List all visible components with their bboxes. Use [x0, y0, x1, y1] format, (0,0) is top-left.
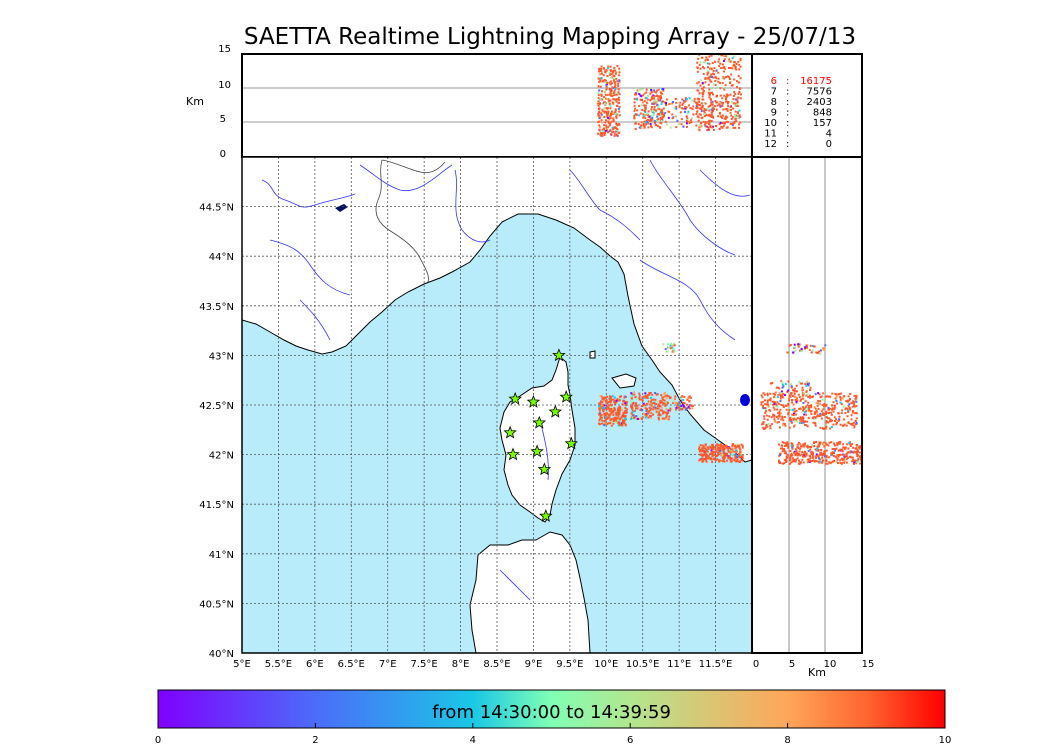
side-x-tick: 5 — [789, 659, 795, 670]
station-number: 6 — [771, 76, 777, 87]
side-altitude-panel — [751, 156, 863, 654]
colorbar-tick-label: 4 — [470, 735, 476, 746]
station-number: 8 — [771, 97, 777, 108]
station-number: 12 — [764, 139, 777, 150]
station-star-icon — [559, 389, 573, 403]
station-star-icon — [552, 348, 566, 362]
lon-label: 11.5°E — [699, 659, 733, 670]
elba-island — [611, 373, 637, 389]
lat-label: 42°N — [209, 451, 234, 462]
station-count: 7576 — [807, 87, 832, 98]
colorbar-tick-label: 2 — [312, 735, 318, 746]
lon-label: 6.5°E — [338, 659, 365, 670]
station-count: 0 — [826, 139, 832, 150]
station-star-icon — [564, 436, 579, 450]
top-y-tick: 5 — [220, 114, 226, 125]
count-separator: : — [786, 97, 789, 108]
side-x-tick: 10 — [824, 659, 837, 670]
lon-label: 11°E — [667, 659, 691, 670]
lat-label: 41°N — [209, 550, 234, 561]
colorbar-tick-label: 0 — [155, 735, 161, 746]
altitude-panel — [241, 53, 863, 158]
map-gridlines — [242, 157, 752, 653]
capraia-island — [589, 350, 596, 359]
sardinia-island — [469, 531, 591, 653]
station-star-icon — [539, 508, 553, 522]
count-separator: : — [786, 87, 789, 98]
count-separator: : — [786, 76, 789, 87]
station-count: 16175 — [800, 76, 832, 87]
lon-label: 9.5°E — [556, 659, 583, 670]
side-altitude-scatter — [760, 343, 862, 465]
longitude-labels: 5°E 5.5°E 6°E 6.5°E 7°E 7.5°E 8°E 8.5°E 9°E 9.5°E… — [233, 659, 732, 670]
side-x-unit: Km — [808, 666, 826, 679]
colorbar-ticks: 0 2 4 6 8 10 — [155, 723, 952, 746]
station-number: 9 — [771, 108, 777, 119]
lat-label: 40.5°N — [199, 599, 234, 610]
station-count: 4 — [826, 129, 832, 140]
count-separator: : — [786, 139, 789, 150]
lon-label: 7°E — [379, 659, 397, 670]
top-y-tick: 15 — [218, 44, 231, 55]
lon-label: 10°E — [594, 659, 618, 670]
lon-label: 5.5°E — [265, 659, 292, 670]
station-count: 2403 — [807, 97, 832, 108]
station-count: 157 — [813, 118, 832, 129]
count-separator: : — [786, 129, 789, 140]
side-x-tick: 15 — [862, 659, 875, 670]
station-number: 7 — [771, 87, 777, 98]
lon-label: 9°E — [525, 659, 543, 670]
count-separator: : — [786, 118, 789, 129]
side-x-tick: 0 — [753, 659, 759, 670]
chart-title: SAETTA Realtime Lightning Mapping Array … — [243, 24, 857, 50]
lightning-scatter — [598, 343, 750, 463]
station-star-icon — [503, 425, 517, 439]
lat-label: 41.5°N — [199, 500, 234, 511]
colorbar — [157, 689, 946, 729]
lon-label: 10.5°E — [626, 659, 660, 670]
station-markers — [503, 348, 579, 522]
latitude-labels: 44.5°N 44°N 43.5°N 43°N 42.5°N 42°N 41.5°N 41°N… — [199, 203, 234, 660]
station-star-icon — [532, 415, 547, 429]
station-star-icon — [530, 444, 544, 458]
lon-label: 5°E — [233, 659, 251, 670]
station-star-icon — [508, 391, 522, 405]
top-y-tick: 0 — [220, 149, 226, 160]
lat-label: 44°N — [209, 252, 234, 263]
station-star-icon — [526, 394, 541, 408]
colorbar-tick-label: 8 — [784, 735, 790, 746]
altitude-scatter — [597, 54, 742, 137]
station-star-icon — [537, 462, 552, 476]
colorbar-tick-label: 10 — [939, 735, 952, 746]
station-star-icon — [506, 447, 520, 461]
station-count: 848 — [813, 108, 832, 119]
top-y-unit: Km — [186, 95, 204, 108]
count-separator: : — [786, 108, 789, 119]
rivers — [261, 159, 751, 601]
lon-label: 8°E — [452, 659, 470, 670]
map-panel — [241, 156, 753, 654]
lon-label: 7.5°E — [411, 659, 438, 670]
lon-label: 6°E — [306, 659, 324, 670]
station-number: 11 — [764, 129, 777, 140]
lat-label: 43.5°N — [199, 302, 234, 313]
lat-label: 43°N — [209, 351, 234, 362]
station-number: 10 — [764, 118, 777, 129]
top-y-tick: 10 — [218, 80, 231, 91]
colorbar-tick-label: 6 — [627, 735, 633, 746]
lon-label: 8.5°E — [483, 659, 510, 670]
lat-label: 44.5°N — [199, 203, 234, 214]
lake — [335, 204, 348, 212]
lat-label: 40°N — [209, 649, 234, 660]
lat-label: 42.5°N — [199, 401, 234, 412]
station-star-icon — [548, 404, 563, 418]
